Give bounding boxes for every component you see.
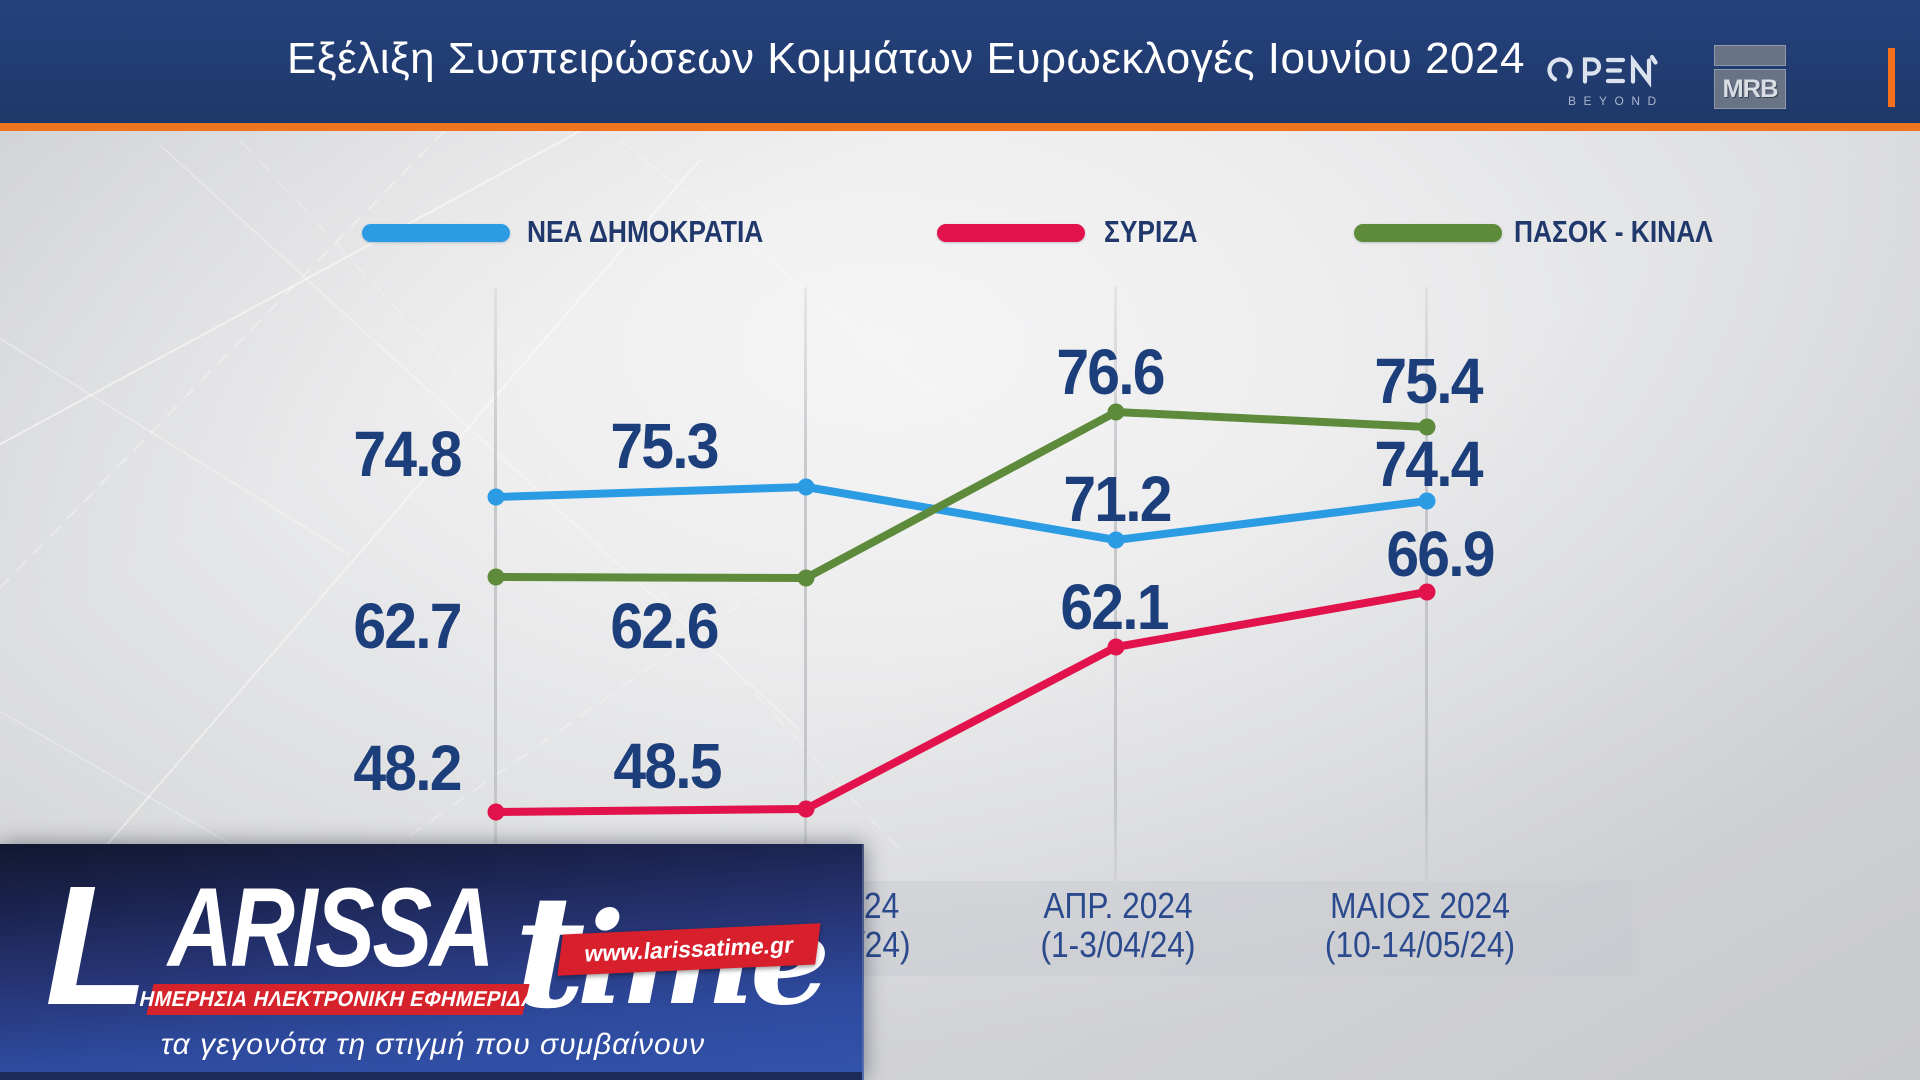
series-line-1 xyxy=(492,588,1431,816)
series-point-1-0 xyxy=(487,803,505,821)
watermark-subtitle-text: ΗΜΕΡΗΣΙΑ ΗΛΕΚΤΡΟΝΙΚΗ ΕΦΗΜΕΡΙΔΑ xyxy=(137,987,540,1011)
open-beyond-text: BEYOND xyxy=(1568,94,1664,108)
open-n-glyph xyxy=(1630,55,1652,88)
value-label-0-0: 74.8 xyxy=(353,418,462,490)
open-o-glyph xyxy=(1547,57,1573,83)
x-axis-label-3: ΜΑΙΟΣ 2024 (10-14/05/24) xyxy=(1325,886,1515,964)
watermark-bottom-strip xyxy=(0,1072,862,1080)
legend-label-pasok-kinal: ΠΑΣΟΚ - ΚΙΝΑΛ xyxy=(1514,214,1713,249)
x-axis-label-2-line2: (1-3/04/24) xyxy=(1040,924,1196,965)
page-title: Εξέλιξη Συσπειρώσεων Κομμάτων Ευρωεκλογέ… xyxy=(287,34,1525,83)
series-point-0-1 xyxy=(797,478,815,496)
value-label-2-1: 62.6 xyxy=(610,590,719,662)
gridline-col3 xyxy=(1114,287,1117,881)
x-axis-label-3-line1: ΜΑΙΟΣ 2024 xyxy=(1330,885,1510,926)
open-e-glyph xyxy=(1605,57,1626,84)
value-label-0-2: 71.2 xyxy=(1063,463,1172,535)
value-label-2-3: 75.4 xyxy=(1374,345,1483,417)
open-beyond-logo: BEYOND xyxy=(1547,55,1664,108)
x-axis-label-2-line1: ΑΠΡ. 2024 xyxy=(1043,885,1193,926)
mrb-logo-top-bar xyxy=(1714,45,1786,66)
series-point-0-2 xyxy=(1107,531,1125,549)
value-label-1-1: 48.5 xyxy=(613,730,722,802)
mrb-logo-text: MRB xyxy=(1722,74,1778,103)
watermark-brand-initial: L xyxy=(45,851,149,1041)
x-axis-label-1-fragment-line2: /24) xyxy=(856,924,911,965)
value-label-2-2: 76.6 xyxy=(1056,336,1165,408)
header-bar xyxy=(0,0,1920,123)
legend-swatch-nea-dimokratia xyxy=(362,224,510,242)
watermark-subtitle-strip: ΗΜΕΡΗΣΙΑ ΗΛΕΚΤΡΟΝΙΚΗ ΕΦΗΜΕΡΙΔΑ xyxy=(137,984,539,1015)
legend-label-nea-dimokratia: ΝΕΑ ΔΗΜΟΚΡΑΤΙΑ xyxy=(527,214,764,249)
value-label-1-3: 66.9 xyxy=(1386,518,1495,590)
value-label-0-3: 74.4 xyxy=(1374,428,1483,500)
x-axis-label-2: ΑΠΡ. 2024 (1-3/04/24) xyxy=(1041,886,1196,964)
open-n-tick xyxy=(1649,55,1658,65)
x-axis-label-1-fragment-line1: 24 xyxy=(864,885,900,926)
series-line-2 xyxy=(492,408,1431,582)
series-point-2-2 xyxy=(1107,403,1125,421)
series-point-2-0 xyxy=(487,568,505,586)
header-orange-strip xyxy=(0,123,1920,131)
legend-swatch-syriza xyxy=(937,224,1085,242)
value-label-1-2: 62.1 xyxy=(1060,571,1169,643)
series-point-1-3 xyxy=(1418,583,1436,601)
watermark-brand-arissa: ARISSA xyxy=(168,865,495,990)
mrb-logo: MRB xyxy=(1714,45,1788,109)
watermark-slogan: τα γεγονότα τη στιγμή που συμβαίνουν xyxy=(160,1028,706,1061)
watermark-url-text: www.larissatime.gr xyxy=(583,931,796,967)
legend-swatch-pasok-kinal xyxy=(1354,224,1502,242)
open-p-glyph xyxy=(1582,57,1602,84)
series-point-2-1 xyxy=(797,569,815,587)
series-point-0-0 xyxy=(487,488,505,506)
x-axis-label-3-line2: (10-14/05/24) xyxy=(1324,924,1516,965)
series-line-0 xyxy=(492,483,1431,544)
series-point-2-3 xyxy=(1418,418,1436,436)
value-label-0-1: 75.3 xyxy=(610,410,719,482)
mrb-logo-box: MRB xyxy=(1714,69,1786,109)
value-label-2-0: 62.7 xyxy=(353,590,462,662)
value-label-1-0: 48.2 xyxy=(353,732,462,804)
series-point-0-3 xyxy=(1418,492,1436,510)
series-point-1-2 xyxy=(1107,638,1125,656)
legend-label-syriza: ΣΥΡΙΖΑ xyxy=(1104,214,1198,249)
series-point-1-1 xyxy=(797,800,815,818)
header-orange-accent-bar xyxy=(1888,48,1895,107)
